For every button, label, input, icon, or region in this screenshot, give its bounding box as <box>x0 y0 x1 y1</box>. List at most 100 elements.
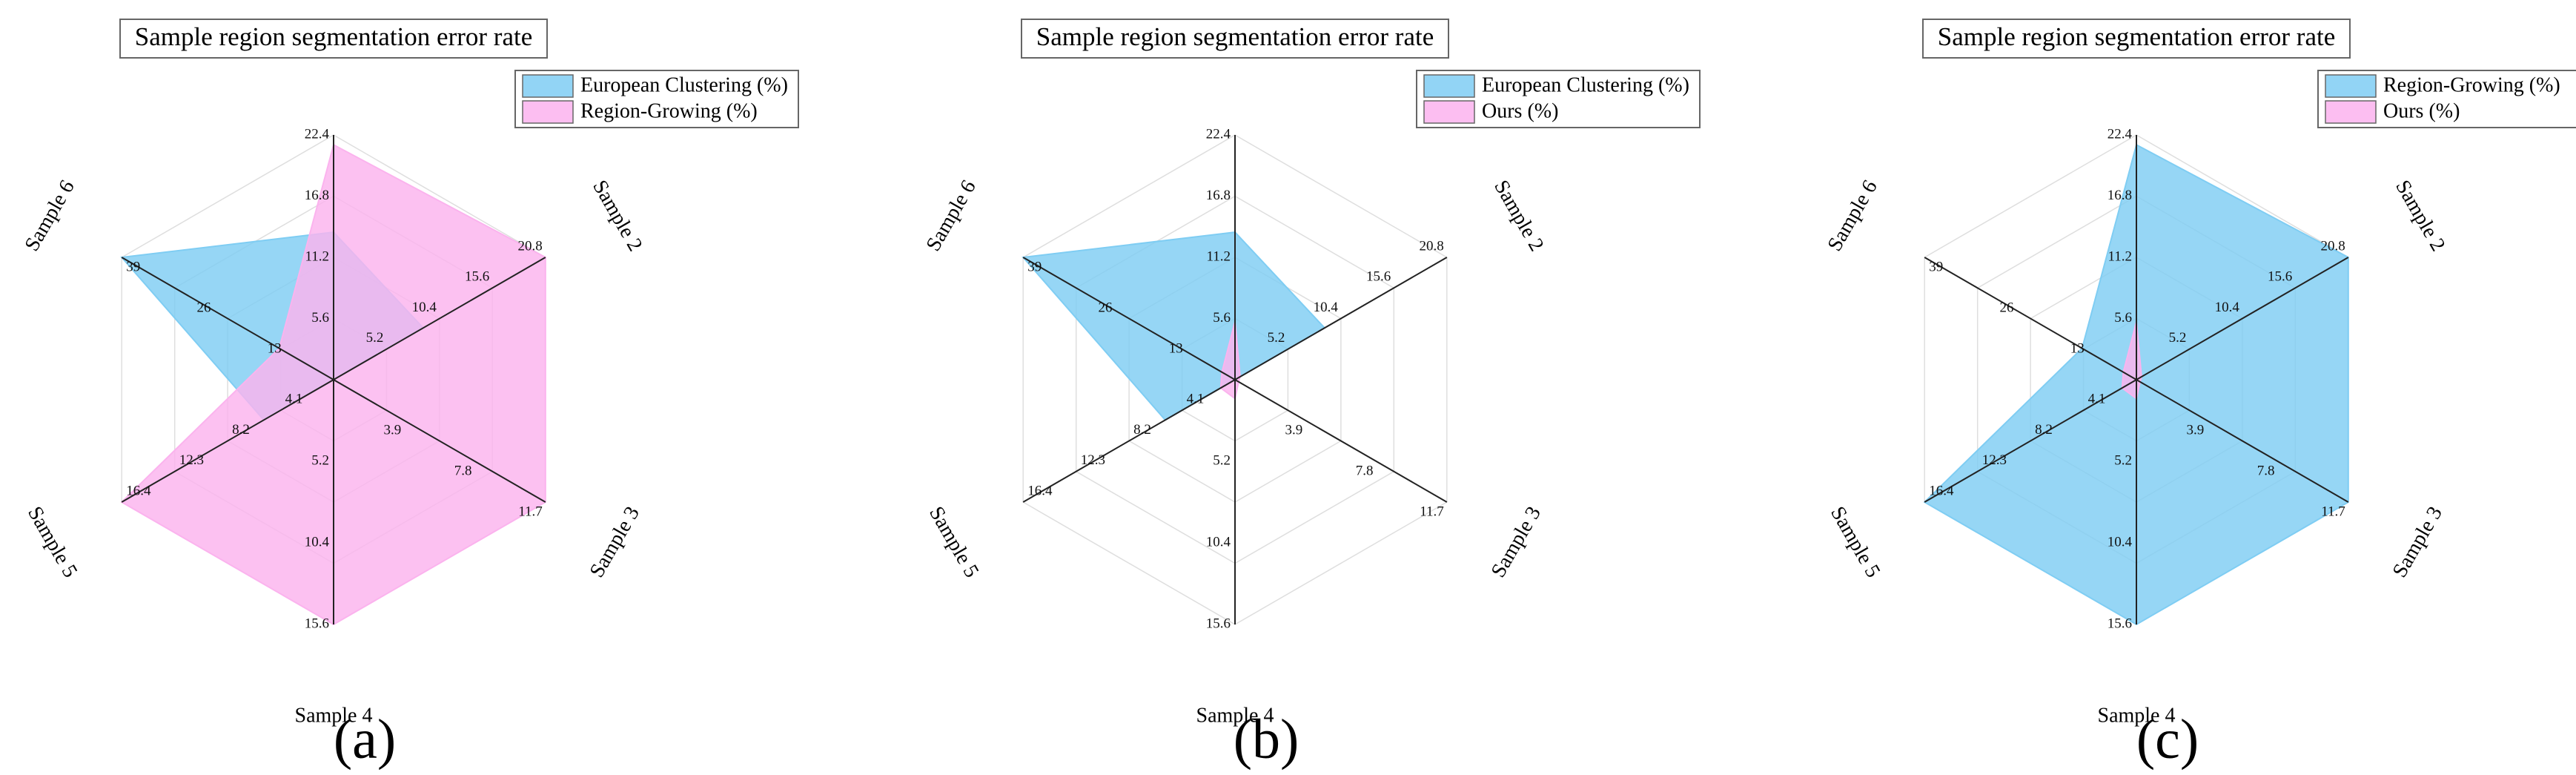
tick-label: 16.4 <box>1027 483 1053 498</box>
chart-title-box <box>119 19 548 59</box>
axis-label-sample-2: Sample 2 <box>588 177 646 255</box>
axis-line-6 <box>1924 257 2137 380</box>
tick-label: 11.2 <box>2108 248 2132 264</box>
axis-label-sample-5: Sample 5 <box>23 503 82 581</box>
tick-label: 5.2 <box>1268 330 1285 346</box>
tick-label: 20.8 <box>518 238 543 254</box>
tick-label: 5.2 <box>366 330 384 346</box>
axis-label-sample-2: Sample 2 <box>2391 177 2449 255</box>
tick-label: 8.2 <box>2035 422 2053 438</box>
tick-label: 13 <box>268 340 282 356</box>
tick-label: 26 <box>1099 300 1113 315</box>
tick-label: 39 <box>1027 259 1042 274</box>
legend-swatch-1 <box>1423 74 1475 98</box>
axis-label-sample-6: Sample 6 <box>921 177 980 255</box>
axis-label-sample-4: Sample 4 <box>2098 704 2176 727</box>
legend-label-1: European Clustering (%) <box>580 73 788 96</box>
tick-label: 4.1 <box>285 392 303 407</box>
tick-label: 7.8 <box>454 463 472 478</box>
tick-label: 16.8 <box>2108 188 2132 203</box>
tick-label: 15.6 <box>1366 269 1391 285</box>
axis-line-2 <box>2136 257 2349 380</box>
axis-line-6 <box>1022 257 1236 380</box>
tick-label: 13 <box>1169 340 1183 356</box>
axis-line-5 <box>121 379 334 503</box>
tick-label: 11.7 <box>518 504 543 519</box>
axis-label-sample-6: Sample 6 <box>20 177 79 255</box>
legend-label-1: Region-Growing (%) <box>2383 73 2560 96</box>
tick-label: 8.2 <box>232 422 250 438</box>
axis-label-sample-3: Sample 3 <box>586 503 644 581</box>
tick-label: 5.2 <box>1213 452 1231 468</box>
tick-label: 5.6 <box>2114 310 2132 326</box>
radar-panel-3: 5.6 11.2 16.8 22.4 5.2 10.4 15.6 20.8 3.9 7.8 11.7… <box>1823 19 2576 771</box>
tick-label: 5.2 <box>2114 452 2132 468</box>
axis-line-3 <box>1234 379 1448 503</box>
legend-label-2: Ours (%) <box>2383 99 2460 122</box>
axis-label-sample-5: Sample 5 <box>1826 503 1884 581</box>
legend-label-2: Region-Growing (%) <box>580 99 758 122</box>
axis-line-3 <box>333 379 546 503</box>
tick-label: 3.9 <box>2187 422 2205 438</box>
legend-label-1: European Clustering (%) <box>1482 73 1689 96</box>
tick-label: 12.3 <box>179 452 204 468</box>
tick-label: 22.4 <box>1206 126 1231 142</box>
tick-label: 3.9 <box>384 422 402 438</box>
legend-swatch-1 <box>522 74 574 98</box>
tick-label: 26 <box>197 300 211 315</box>
tick-label: 39 <box>1929 259 1943 274</box>
axis-label-sample-2: Sample 2 <box>1489 177 1548 255</box>
tick-label: 22.4 <box>2108 126 2133 142</box>
panel-caption: (a) <box>334 708 396 771</box>
tick-label: 10.4 <box>1314 300 1339 315</box>
tick-label: 10.4 <box>2215 300 2240 315</box>
tick-label: 12.3 <box>1081 452 1105 468</box>
tick-label: 15.6 <box>305 616 329 631</box>
legend-swatch-2 <box>2325 100 2377 124</box>
chart-title: Sample region segmentation error rate <box>1938 22 2335 51</box>
panel-caption: (c) <box>2136 708 2199 771</box>
tick-label: 20.8 <box>1420 238 1444 254</box>
tick-label: 4.1 <box>1187 392 1205 407</box>
axis-line-3 <box>2136 379 2349 503</box>
legend-swatch-2 <box>522 100 574 124</box>
axis-label-sample-3: Sample 3 <box>2388 503 2447 581</box>
panel-caption: (b) <box>1234 708 1299 771</box>
tick-label: 22.4 <box>305 126 330 142</box>
tick-label: 10.4 <box>412 300 437 315</box>
tick-label: 10.4 <box>1206 534 1231 550</box>
tick-label: 13 <box>2070 340 2085 356</box>
tick-label: 16.4 <box>1929 483 1954 498</box>
tick-label: 20.8 <box>2321 238 2345 254</box>
tick-label: 11.7 <box>2321 504 2345 519</box>
tick-label: 5.6 <box>1213 310 1231 326</box>
radar-panel-2: 5.6 11.2 16.8 22.4 5.2 10.4 15.6 20.8 3.9 7.8 11.7… <box>921 19 1701 771</box>
chart-title: Sample region segmentation error rate <box>1036 22 1434 51</box>
tick-label: 10.4 <box>2108 534 2133 550</box>
legend-swatch-1 <box>2325 74 2377 98</box>
axis-label-sample-5: Sample 5 <box>924 503 983 581</box>
tick-label: 7.8 <box>1356 463 1374 478</box>
tick-label: 5.6 <box>311 310 329 326</box>
tick-label: 3.9 <box>1285 422 1303 438</box>
legend-label-2: Ours (%) <box>1482 99 1558 122</box>
tick-label: 11.7 <box>1420 504 1444 519</box>
tick-label: 39 <box>126 259 140 274</box>
tick-label: 26 <box>2000 300 2014 315</box>
axis-label-sample-4: Sample 4 <box>295 704 373 727</box>
tick-label: 7.8 <box>2257 463 2275 478</box>
tick-label: 12.3 <box>1982 452 2007 468</box>
tick-label: 5.2 <box>311 452 329 468</box>
tick-label: 11.2 <box>305 248 329 264</box>
tick-label: 15.6 <box>1206 616 1231 631</box>
axis-line-6 <box>121 257 334 380</box>
chart-title-box <box>1922 19 2351 59</box>
axis-label-sample-6: Sample 6 <box>1823 177 1881 255</box>
radar-panel-1: 5.6 11.2 16.8 22.4 5.2 10.4 15.6 20.8 3.9 7.8 11.7… <box>20 19 799 771</box>
tick-label: 4.1 <box>2088 392 2106 407</box>
tick-label: 10.4 <box>305 534 330 550</box>
axis-line-5 <box>1022 379 1236 503</box>
tick-label: 15.6 <box>2268 269 2292 285</box>
tick-label: 15.6 <box>2108 616 2132 631</box>
